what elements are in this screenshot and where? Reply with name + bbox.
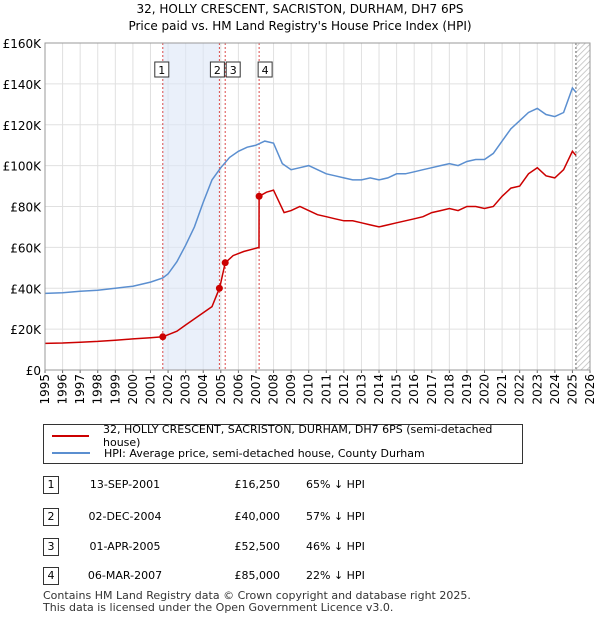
x-tick-label: 2021 bbox=[495, 374, 509, 405]
x-tick-label: 2014 bbox=[372, 374, 386, 405]
x-tick-label: 2026 bbox=[583, 374, 597, 405]
transaction-point-2 bbox=[215, 284, 223, 292]
x-axis-ticks: 1995 1996 1997 1998 1999 2000 2001 2002 2003 2004… bbox=[38, 370, 597, 405]
sale-number: 2 bbox=[43, 508, 59, 526]
hpi-line bbox=[44, 86, 577, 295]
sale-number: 4 bbox=[43, 567, 59, 585]
x-tick-label: 2011 bbox=[319, 374, 333, 405]
transaction-label-2: 2 bbox=[214, 64, 221, 77]
y-axis-ticks: £0 £20K £40K £60K £80K £100K £120K £140K £160K bbox=[3, 37, 43, 378]
future-hatch bbox=[575, 43, 590, 370]
x-tick-label: 2016 bbox=[407, 374, 421, 405]
sale-date: 02-DEC-2004 bbox=[88, 510, 162, 523]
x-tick-label: 2003 bbox=[179, 374, 193, 405]
chart-subtitle: Price paid vs. HM Land Registry's House … bbox=[128, 19, 471, 33]
shaded-region bbox=[162, 43, 220, 370]
x-tick-label: 2009 bbox=[284, 374, 298, 405]
transaction-point-3 bbox=[221, 259, 229, 267]
sale-row-2: 2 02-DEC-2004 £40,000 57% ↓ HPI bbox=[0, 508, 600, 530]
transaction-point-4 bbox=[255, 192, 263, 200]
y-tick-label: £80K bbox=[10, 201, 42, 215]
legend-item-property: 32, HOLLY CRESCENT, SACRISTON, DURHAM, D… bbox=[52, 423, 522, 449]
x-tick-label: 2005 bbox=[214, 374, 228, 405]
x-tick-label: 1998 bbox=[91, 374, 105, 405]
x-tick-label: 2012 bbox=[337, 374, 351, 405]
x-tick-label: 1995 bbox=[38, 374, 52, 405]
series-lines bbox=[44, 86, 577, 345]
transaction-label-4: 4 bbox=[262, 64, 269, 77]
x-tick-label: 2018 bbox=[442, 374, 456, 405]
x-tick-label: 2008 bbox=[267, 374, 281, 405]
y-tick-label: £100K bbox=[3, 160, 43, 174]
legend-label-hpi: HPI: Average price, semi-detached house,… bbox=[104, 446, 425, 460]
shaded-regions bbox=[162, 43, 590, 370]
sale-hpi-diff: 22% ↓ HPI bbox=[306, 569, 365, 582]
property-price-line bbox=[44, 149, 577, 345]
x-tick-label: 2001 bbox=[143, 374, 157, 405]
x-tick-label: 2019 bbox=[460, 374, 474, 405]
x-tick-label: 2013 bbox=[354, 374, 368, 405]
x-tick-label: 2002 bbox=[161, 374, 175, 405]
plot-frame bbox=[44, 42, 591, 371]
transaction-label-box-1 bbox=[154, 61, 170, 78]
footer-line-1: Contains HM Land Registry data © Crown c… bbox=[43, 589, 471, 602]
footer-note: Contains HM Land Registry data © Crown c… bbox=[43, 590, 471, 614]
y-tick-label: £40K bbox=[10, 282, 42, 296]
footer-line-2: This data is licensed under the Open Gov… bbox=[43, 601, 394, 614]
sale-row-3: 3 01-APR-2005 £52,500 46% ↓ HPI bbox=[0, 538, 600, 560]
x-tick-label: 2024 bbox=[548, 374, 562, 405]
x-tick-label: 2022 bbox=[513, 374, 527, 405]
x-tick-label: 2025 bbox=[565, 374, 579, 405]
sale-price: £16,250 bbox=[234, 478, 281, 491]
x-tick-label: 2004 bbox=[196, 374, 210, 405]
sale-hpi-diff: 65% ↓ HPI bbox=[306, 478, 365, 491]
sale-date: 13-SEP-2001 bbox=[89, 478, 161, 491]
legend-swatch-property bbox=[52, 435, 89, 437]
x-tick-label: 2010 bbox=[302, 374, 316, 405]
transaction-point-1 bbox=[159, 333, 167, 341]
transaction-label-1: 1 bbox=[158, 64, 165, 77]
sale-hpi-diff: 57% ↓ HPI bbox=[306, 510, 365, 523]
sale-row-4: 4 06-MAR-2007 £85,000 22% ↓ HPI bbox=[0, 567, 600, 589]
transaction-label-box-4 bbox=[257, 61, 273, 78]
legend-label-property: 32, HOLLY CRESCENT, SACRISTON, DURHAM, D… bbox=[103, 423, 493, 449]
x-tick-label: 2023 bbox=[530, 374, 544, 405]
y-tick-label: £20K bbox=[10, 323, 42, 337]
x-tick-label: 2000 bbox=[126, 374, 140, 405]
sale-number: 1 bbox=[43, 476, 59, 494]
sale-date: 06-MAR-2007 bbox=[87, 569, 163, 582]
y-tick-label: £0 bbox=[26, 364, 41, 378]
transaction-label-box-2 bbox=[209, 61, 225, 78]
chart-title: 32, HOLLY CRESCENT, SACRISTON, DURHAM, D… bbox=[137, 2, 464, 16]
x-tick-label: 1997 bbox=[73, 374, 87, 405]
price-chart: 32, HOLLY CRESCENT, SACRISTON, DURHAM, D… bbox=[3, 2, 597, 405]
y-tick-label: £120K bbox=[3, 119, 43, 133]
x-tick-label: 2007 bbox=[249, 374, 263, 405]
y-tick-label: £160K bbox=[3, 37, 43, 51]
x-tick-label: 2020 bbox=[478, 374, 492, 405]
y-tick-label: £140K bbox=[3, 78, 43, 92]
sale-price: £40,000 bbox=[234, 510, 281, 523]
transaction-label-3: 3 bbox=[230, 64, 237, 77]
legend: 32, HOLLY CRESCENT, SACRISTON, DURHAM, D… bbox=[43, 423, 523, 464]
y-tick-label: £60K bbox=[10, 241, 42, 255]
x-tick-label: 1996 bbox=[56, 374, 70, 405]
transaction-label-box-3 bbox=[225, 61, 241, 78]
sale-price: £85,000 bbox=[234, 569, 281, 582]
legend-swatch-hpi bbox=[52, 452, 90, 454]
x-tick-label: 2006 bbox=[231, 374, 245, 405]
x-tick-label: 2017 bbox=[425, 374, 439, 405]
sale-hpi-diff: 46% ↓ HPI bbox=[306, 540, 365, 553]
sale-row-1: 1 13-SEP-2001 £16,250 65% ↓ HPI bbox=[0, 476, 600, 498]
legend-item-hpi: HPI: Average price, semi-detached house,… bbox=[52, 445, 425, 461]
x-tick-label: 1999 bbox=[108, 374, 122, 405]
sale-date: 01-APR-2005 bbox=[89, 540, 161, 553]
sale-number: 3 bbox=[43, 538, 59, 556]
x-tick-label: 2015 bbox=[390, 374, 404, 405]
sale-price: £52,500 bbox=[234, 540, 281, 553]
